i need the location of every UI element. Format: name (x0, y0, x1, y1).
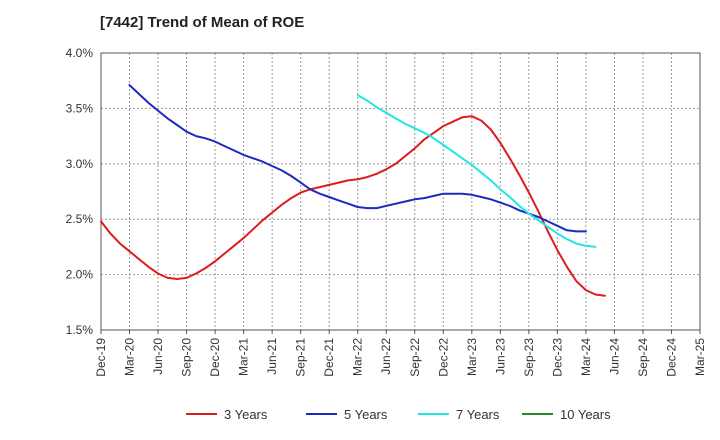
x-tick-label: Sep-24 (636, 338, 650, 377)
y-tick-label: 2.5% (66, 212, 94, 226)
x-tick-label: Dec-20 (208, 338, 222, 377)
y-tick-label: 1.5% (66, 323, 94, 337)
x-tick-label: Mar-25 (693, 338, 707, 376)
y-tick-label: 2.0% (66, 268, 94, 282)
x-tick-label: Sep-21 (294, 338, 308, 377)
x-tick-label: Sep-20 (180, 338, 194, 377)
y-tick-label: 3.0% (66, 157, 94, 171)
x-tick-label: Dec-24 (664, 338, 678, 377)
series-line-2 (128, 84, 587, 233)
x-tick-label: Jun-24 (607, 338, 621, 375)
x-tick-label: Dec-19 (94, 338, 108, 377)
y-tick-label: 3.5% (66, 101, 94, 115)
plot-frame (100, 52, 701, 331)
x-tick-label: Sep-22 (408, 338, 422, 377)
x-tick-label: Mar-24 (579, 338, 593, 376)
x-tick-label: Sep-23 (522, 338, 536, 377)
x-tick-label: Dec-22 (436, 338, 450, 377)
series-layer (100, 84, 606, 297)
x-tick-label: Dec-23 (550, 338, 564, 377)
series-line-3 (356, 94, 597, 248)
x-tick-label: Jun-20 (151, 338, 165, 375)
x-tick-label: Jun-22 (379, 338, 393, 375)
legend-label-4: 10 Years (560, 407, 611, 422)
grid-layer (101, 53, 700, 330)
legend-label-3: 7 Years (456, 407, 500, 422)
x-tick-label: Dec-21 (322, 338, 336, 377)
chart-title: [7442] Trend of Mean of ROE (100, 14, 305, 31)
x-tick-label: Mar-20 (123, 338, 137, 376)
legend-label-1: 3 Years (224, 407, 268, 422)
x-tick-label: Jun-21 (265, 338, 279, 375)
series-line-1 (100, 115, 606, 297)
axis-layer: 1.5% 2.0% 2.5% 3.0% 3.5% 4.0% Dec-19 Mar-20 Jun-… (66, 46, 707, 377)
x-tick-label: Mar-23 (465, 338, 479, 376)
y-tick-label: 4.0% (66, 46, 94, 60)
x-tick-label: Jun-23 (493, 338, 507, 375)
x-tick-label: Mar-21 (237, 338, 251, 376)
x-tick-label: Mar-22 (351, 338, 365, 376)
legend: 3 Years 5 Years 7 Years 10 Years (186, 407, 611, 422)
legend-label-2: 5 Years (344, 407, 388, 422)
